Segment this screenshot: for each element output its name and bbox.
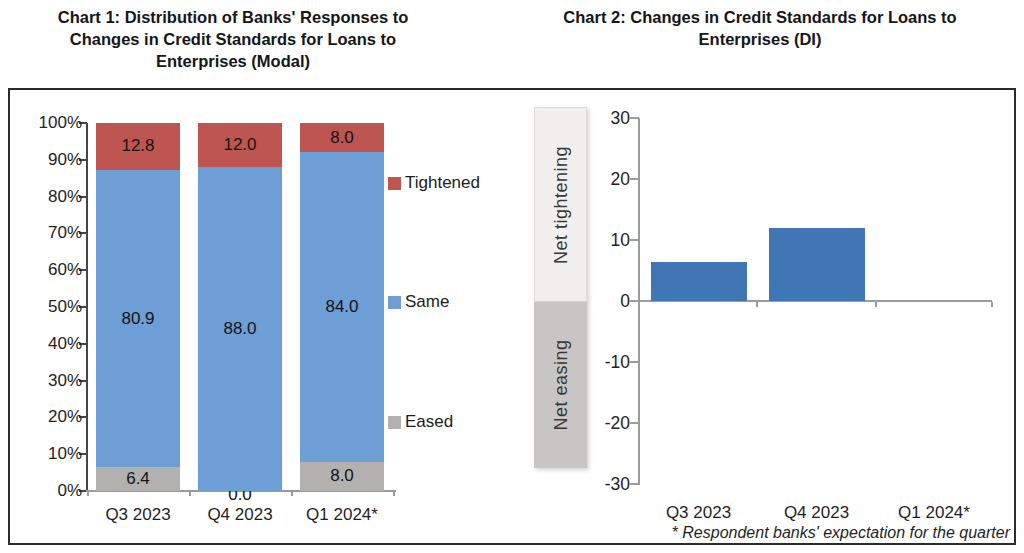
net-easing-label: Net easing: [550, 339, 571, 430]
chart2-x-category-label: Q4 2023: [757, 502, 877, 524]
chart2-y-tick-mark: [630, 178, 639, 180]
screenshot-page: Chart 1: Distribution of Banks' Response…: [0, 0, 1024, 553]
net-tightening-label-box: Net tightening: [534, 107, 587, 302]
chart2-y-tick-mark: [630, 239, 639, 241]
chart2-x-tick-mark: [756, 302, 758, 307]
chart2-y-tick-label: -10: [586, 352, 630, 372]
chart2-y-tick-label: 0: [586, 291, 630, 311]
chart2-x-category-label: Q1 2024*: [874, 502, 994, 524]
chart2-y-tick-mark: [630, 117, 639, 119]
chart2-y-tick-label: 20: [586, 169, 630, 189]
chart2-y-tick-label: -30: [586, 474, 630, 494]
chart2-x-tick-mark: [875, 302, 877, 307]
chart2-y-tick-mark: [630, 361, 639, 363]
net-easing-label-box: Net easing: [534, 302, 587, 468]
chart2-y-tick-label: 10: [586, 230, 630, 250]
chart2-y-tick-label: 30: [586, 108, 630, 128]
net-tightening-label: Net tightening: [550, 145, 571, 263]
chart2-x-category-label: Q3 2023: [639, 502, 759, 524]
chart2-di-bar-chart: 30 20 10 0 -10 -20 -30 Q3 2023Q4 2023Q1 2024*: [0, 0, 1024, 553]
chart2-y-tick-mark: [630, 300, 639, 302]
di-bar: [651, 262, 747, 301]
di-bar: [769, 228, 865, 301]
chart2-y-tick-mark: [630, 422, 639, 424]
chart2-y-tick-mark: [630, 483, 639, 485]
chart2-x-tick-mark: [991, 302, 993, 307]
chart2-y-tick-label: -20: [586, 413, 630, 433]
footnote: * Respondent banks' expectation for the …: [580, 524, 1010, 542]
